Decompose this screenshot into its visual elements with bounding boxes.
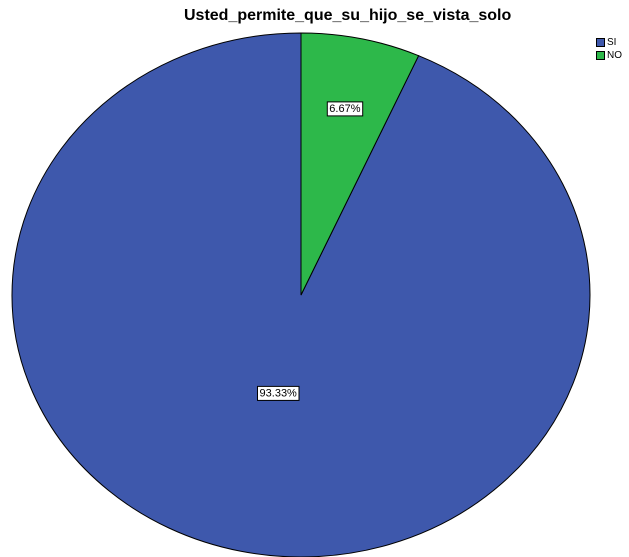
legend-label: NO (607, 49, 622, 61)
legend-item-si: SI (596, 36, 622, 49)
slice-label-text: 93.33% (260, 387, 298, 399)
chart-title: Usted_permite_que_su_hijo_se_vista_solo (184, 7, 512, 24)
slice-label-box (257, 385, 300, 401)
pie-slice-no (300, 32, 420, 296)
slice-label-box (326, 101, 364, 117)
slice-label-text: 6.67% (329, 103, 360, 115)
slice-label-no: 6.67% (326, 101, 364, 117)
slice-label-si: 93.33% (257, 385, 300, 401)
legend: SI NO (596, 36, 622, 62)
legend-swatch (596, 38, 605, 47)
legend-item-no: NO (596, 49, 622, 62)
legend-label: SI (607, 36, 617, 48)
legend-swatch (596, 51, 605, 60)
